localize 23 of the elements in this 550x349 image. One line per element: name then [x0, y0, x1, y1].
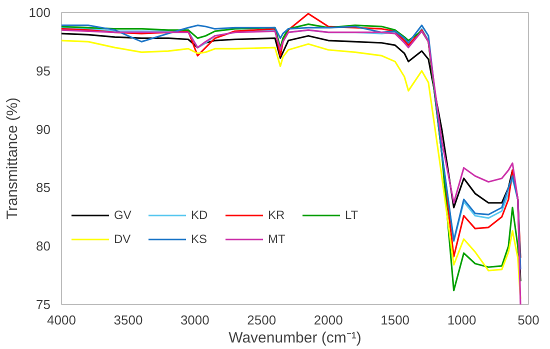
legend-label: KR — [268, 208, 286, 222]
x-tick-label: 3500 — [114, 312, 143, 328]
x-tick-label: 4000 — [47, 312, 76, 328]
x-tick-label: 1000 — [447, 312, 476, 328]
x-tick-label: 2500 — [247, 312, 276, 328]
y-tick-label: 95 — [36, 63, 51, 78]
x-axis-title: Wavenumber (cm⁻¹) — [228, 330, 362, 346]
legend-label: MT — [268, 232, 286, 246]
legend-label: KS — [191, 232, 208, 246]
x-tick-label: 3000 — [180, 312, 210, 328]
y-tick-label: 80 — [36, 238, 51, 254]
y-tick-label: 90 — [36, 122, 51, 137]
y-tick-label: 75 — [36, 297, 51, 312]
legend-label: KD — [191, 208, 209, 222]
x-tick-label: 1500 — [380, 312, 410, 328]
y-axis-title: Transmittance (%) — [4, 98, 21, 220]
legend-label: LT — [345, 208, 360, 222]
legend-label: DV — [114, 232, 132, 246]
x-tick-label: 2000 — [314, 312, 343, 328]
legend-label: GV — [114, 208, 132, 222]
y-tick-label: 100 — [28, 5, 51, 20]
x-tick-label: 500 — [518, 312, 540, 328]
y-tick-label: 85 — [36, 180, 51, 196]
